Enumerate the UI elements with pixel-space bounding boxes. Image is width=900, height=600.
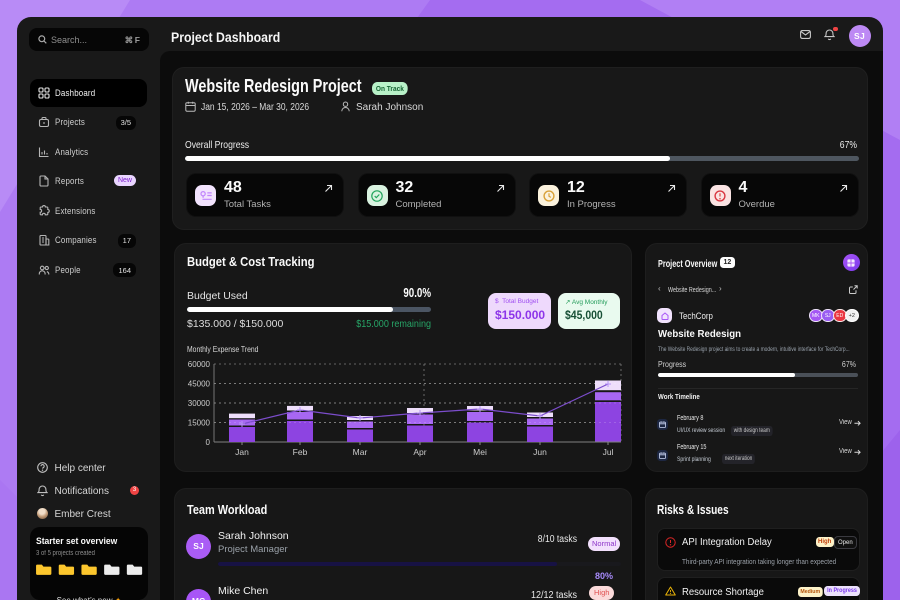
svg-text:Jul: Jul — [603, 447, 614, 457]
svg-text:Jan: Jan — [235, 447, 249, 457]
svg-text:Jun: Jun — [533, 447, 547, 457]
svg-text:60000: 60000 — [188, 360, 211, 369]
svg-text:0: 0 — [206, 438, 211, 447]
svg-text:45000: 45000 — [188, 379, 211, 388]
svg-text:30000: 30000 — [188, 399, 211, 408]
svg-text:15000: 15000 — [188, 419, 211, 428]
svg-text:Feb: Feb — [293, 447, 308, 457]
svg-text:Apr: Apr — [413, 447, 426, 457]
svg-text:Mar: Mar — [353, 447, 368, 457]
svg-text:Mei: Mei — [473, 447, 487, 457]
